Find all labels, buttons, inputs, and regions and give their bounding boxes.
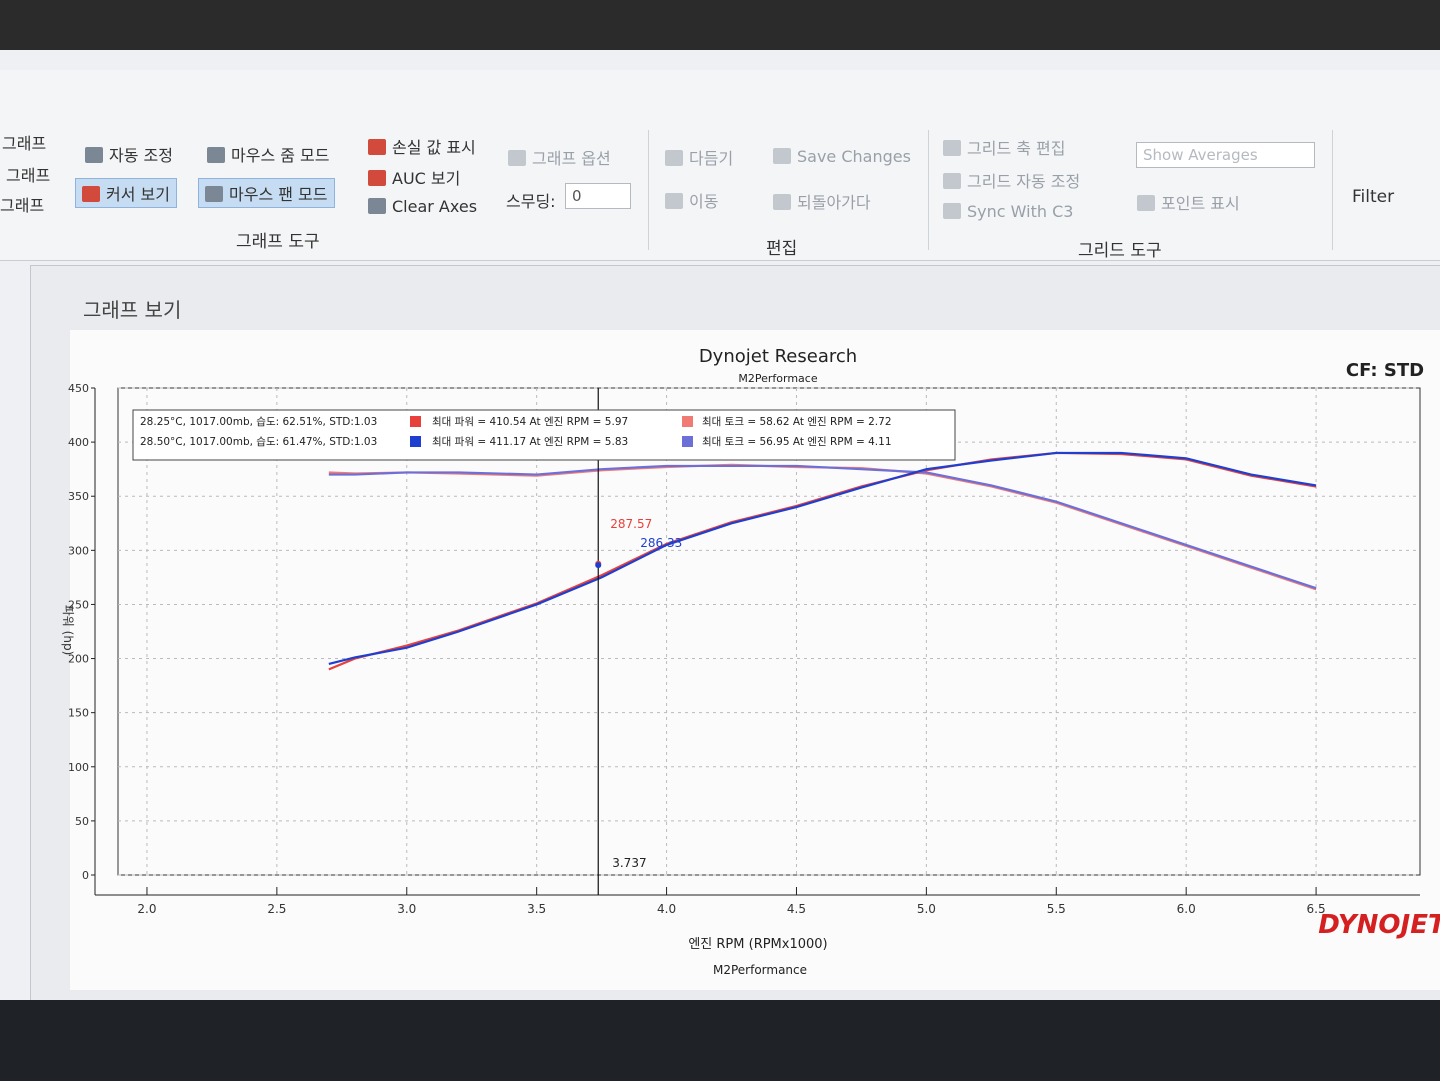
power-line — [328, 451, 1317, 666]
legend-conditions: 28.50°C, 1017.00mb, 습도: 61.47%, STD:1.03 — [140, 436, 377, 448]
logo: DYNOJET — [1318, 910, 1440, 940]
x-tick-label: 5.5 — [1047, 902, 1066, 916]
side-tab[interactable]: 그래프 — [0, 196, 45, 215]
group-label: 그래프 도구 — [236, 232, 320, 252]
plot-frame — [117, 387, 1421, 876]
button[interactable]: 손실 값 표시 — [368, 134, 476, 158]
y-tick-label: 450 — [68, 382, 89, 395]
y-tick-label: 400 — [68, 436, 89, 449]
button-label: 마우스 줌 모드 — [231, 146, 330, 165]
button-label: 그리드 자동 조정 — [967, 172, 1081, 191]
button-label: 그래프 옵션 — [532, 149, 611, 168]
separator — [1332, 130, 1333, 250]
y-tick-label: 0 — [82, 869, 89, 882]
button-label: 마우스 팬 모드 — [229, 185, 328, 204]
button[interactable]: Clear Axes — [368, 197, 477, 216]
y-axis-label: 파워 (hp) — [61, 605, 75, 655]
button[interactable]: 그리드 자동 조정 — [943, 168, 1080, 192]
side-tab[interactable]: 그래프 — [6, 166, 51, 185]
button-label: 그리드 축 편집 — [967, 139, 1066, 158]
correction: CF: STD — [1346, 360, 1424, 381]
power-line — [328, 451, 1317, 671]
legend-max-power: 최대 파워 = 410.54 At 엔진 RPM = 5.97 — [432, 415, 628, 428]
y-tick-label: 100 — [68, 761, 89, 774]
x-tick-label: 5.0 — [917, 902, 936, 916]
button[interactable]: 그리드 축 편집 — [943, 135, 1066, 159]
x-tick-label: 3.0 — [397, 902, 416, 916]
smoothing-combo[interactable]: 0 — [565, 183, 631, 209]
legend-swatch — [410, 416, 421, 427]
button-label: Save Changes — [797, 147, 911, 166]
button[interactable]: Sync With C3 — [943, 202, 1073, 221]
cursor-value-label: 286.33 — [640, 536, 682, 550]
button-label: Clear Axes — [392, 197, 478, 216]
separator — [648, 130, 649, 250]
y-tick-label: 150 — [68, 707, 89, 720]
separator — [928, 130, 929, 250]
side-tab[interactable]: 그래프 — [2, 134, 47, 153]
button-label: 손실 값 표시 — [392, 138, 476, 157]
button-label: 다듬기 — [689, 149, 734, 168]
button-label: AUC 보기 — [392, 169, 461, 188]
button-label: 포인트 표시 — [1161, 194, 1240, 213]
x-tick-label: 4.5 — [787, 902, 806, 916]
cursor-point — [595, 562, 602, 569]
button-label: 커서 보기 — [106, 185, 170, 204]
x-axis-label: 엔진 RPM (RPMx1000) — [688, 937, 827, 952]
group-label: 편집 — [766, 239, 798, 259]
button[interactable]: 커서 보기 — [75, 178, 177, 208]
button[interactable]: 되돌아가다 — [773, 189, 871, 213]
x-tick-label: 2.5 — [267, 902, 286, 916]
legend-swatch — [682, 436, 693, 447]
button[interactable]: 포인트 표시 — [1137, 190, 1240, 214]
button[interactable]: Save Changes — [773, 147, 911, 166]
button[interactable]: 마우스 팬 모드 — [198, 178, 335, 208]
taskbar — [0, 1000, 1440, 1081]
button-label: 되돌아가다 — [797, 193, 871, 212]
button[interactable]: AUC 보기 — [368, 165, 460, 189]
y-tick-label: 250 — [68, 598, 89, 611]
button[interactable]: 마우스 줌 모드 — [207, 142, 330, 166]
cursor-value-label: 287.57 — [610, 517, 652, 531]
button-label: 이동 — [689, 192, 719, 211]
y-tick-label: 300 — [68, 544, 89, 557]
legend-conditions: 28.25°C, 1017.00mb, 습도: 62.51%, STD:1.03 — [140, 416, 377, 428]
button[interactable]: 다듬기 — [665, 145, 733, 169]
button[interactable]: 이동 — [665, 188, 718, 212]
button[interactable]: 자동 조정 — [85, 142, 173, 166]
legend-swatch — [410, 436, 421, 447]
group-label: 그리드 도구 — [1078, 241, 1162, 261]
x-tick-label: 6.0 — [1177, 902, 1196, 916]
y-tick-label: 50 — [75, 815, 89, 828]
x-tick-label: 2.0 — [137, 902, 156, 916]
x-axis-sublabel: M2Performance — [713, 963, 807, 977]
chart-subtitle: M2Performace — [738, 372, 817, 385]
legend-max-torque: 최대 토크 = 58.62 At 엔진 RPM = 2.72 — [702, 416, 892, 428]
y-tick-label: 350 — [68, 490, 89, 503]
x-tick-label: 3.5 — [527, 902, 546, 916]
cursor-x-label: 3.737 — [612, 856, 646, 870]
smoothing-label: 스무딩: — [506, 192, 556, 211]
chart-title: Dynojet Research — [699, 346, 857, 367]
torque-line — [328, 464, 1317, 590]
chart: Dynojet Research M2Performace CF: STD 파워… — [61, 346, 1440, 977]
button-label: 자동 조정 — [109, 146, 173, 165]
panel-title: 그래프 보기 — [83, 298, 182, 322]
legend-box — [132, 409, 956, 461]
legend-max-power: 최대 파워 = 411.17 At 엔진 RPM = 5.83 — [432, 435, 628, 448]
x-tick-label: 4.0 — [657, 902, 676, 916]
legend-swatch — [682, 416, 693, 427]
legend-max-torque: 최대 토크 = 56.95 At 엔진 RPM = 4.11 — [702, 436, 892, 448]
filter-button[interactable]: Filter — [1352, 187, 1395, 207]
torque-line — [328, 463, 1317, 591]
button[interactable]: 그래프 옵션 — [508, 145, 611, 169]
x-tick-label: 6.5 — [1307, 902, 1326, 916]
averages-combo[interactable]: Show Averages — [1136, 142, 1315, 168]
button-label: Sync With C3 — [967, 202, 1074, 221]
y-tick-label: 200 — [68, 653, 89, 666]
ribbon: 그래프 그래프 그래프 자동 조정 커서 보기 마우스 줌 모드 마우스 팬 모… — [0, 70, 1440, 261]
